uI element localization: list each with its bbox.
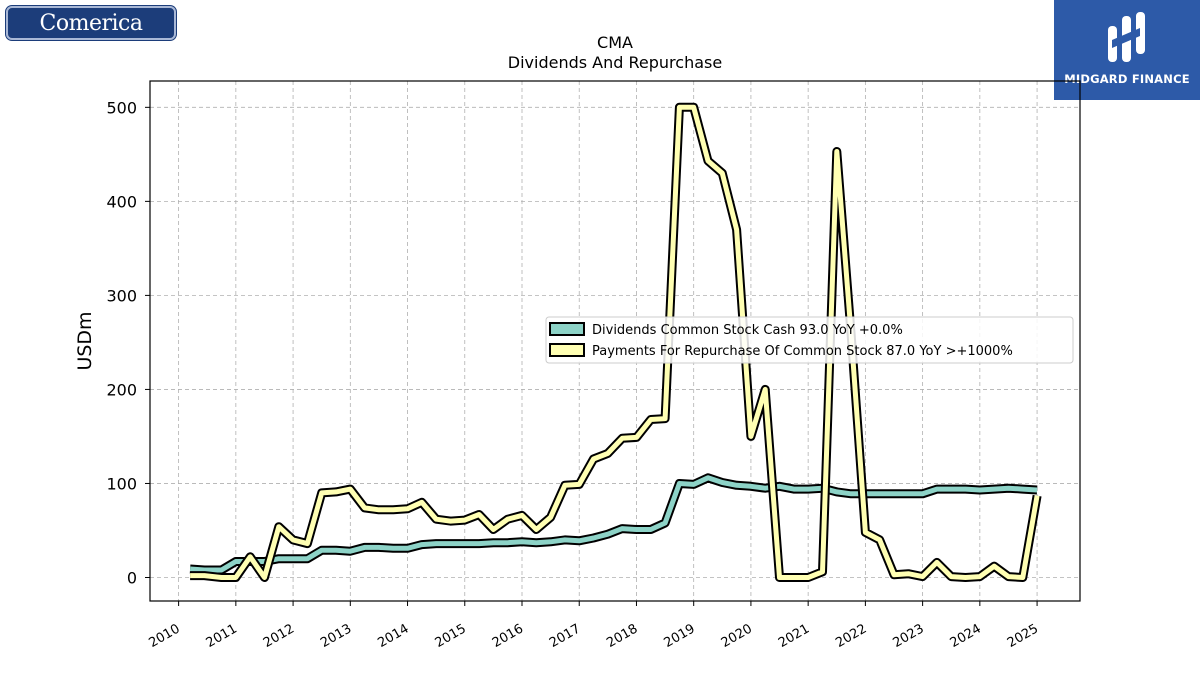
x-tick-label: 2019 [662, 621, 698, 651]
plot-frame [149, 80, 1081, 602]
legend-label: Payments For Repurchase Of Common Stock … [592, 344, 1013, 359]
series-line [190, 104, 1040, 580]
x-tick-label: 2010 [146, 621, 182, 651]
legend-box [545, 316, 1074, 364]
y-tick-label: 200 [106, 380, 137, 399]
y-tick-label: 500 [106, 98, 137, 117]
legend-swatch [549, 322, 585, 336]
x-tick-label: 2018 [604, 621, 640, 651]
x-tick-label: 2020 [719, 621, 755, 651]
x-tick-label: 2012 [261, 621, 297, 651]
y-axis-label: USDm [74, 311, 96, 370]
y-tick-label: 100 [106, 474, 137, 493]
x-tick-label: 2016 [490, 621, 526, 651]
x-tick-label: 2021 [776, 621, 812, 651]
chart-subtitle: Dividends And Repurchase [508, 53, 722, 72]
y-tick-label: 400 [106, 192, 137, 211]
series-repurchase [190, 102, 1042, 582]
legend-swatch [549, 343, 585, 357]
x-tick-label: 2014 [375, 621, 411, 651]
midgard-finance-logo: MIDGARD FINANCE [1054, 0, 1200, 100]
legend: Dividends Common Stock Cash 93.0 YoY +0.… [545, 316, 1074, 364]
comerica-logo-text: Comerica [39, 10, 143, 36]
legend-label: Dividends Common Stock Cash 93.0 YoY +0.… [592, 323, 903, 338]
x-tick-label: 2022 [833, 621, 869, 651]
comerica-logo: Comerica [6, 6, 176, 40]
chart-title: CMA [597, 33, 633, 52]
midgard-mark-icon [1108, 12, 1145, 62]
x-tick-label: 2013 [318, 621, 354, 651]
series-dividends [189, 473, 1038, 575]
x-tick-label: 2024 [948, 621, 984, 651]
series-layer [189, 102, 1042, 582]
midgard-logo-text: MIDGARD FINANCE [1064, 72, 1190, 86]
x-tick-label: 2025 [1005, 621, 1041, 651]
x-tick-label: 2015 [433, 621, 469, 651]
y-tick-label: 300 [106, 286, 137, 305]
series-line [189, 475, 1038, 573]
x-tick-label: 2017 [547, 621, 583, 651]
x-tick-label: 2011 [204, 621, 240, 651]
x-tick-label: 2023 [890, 621, 926, 651]
y-tick-label: 0 [127, 568, 137, 587]
